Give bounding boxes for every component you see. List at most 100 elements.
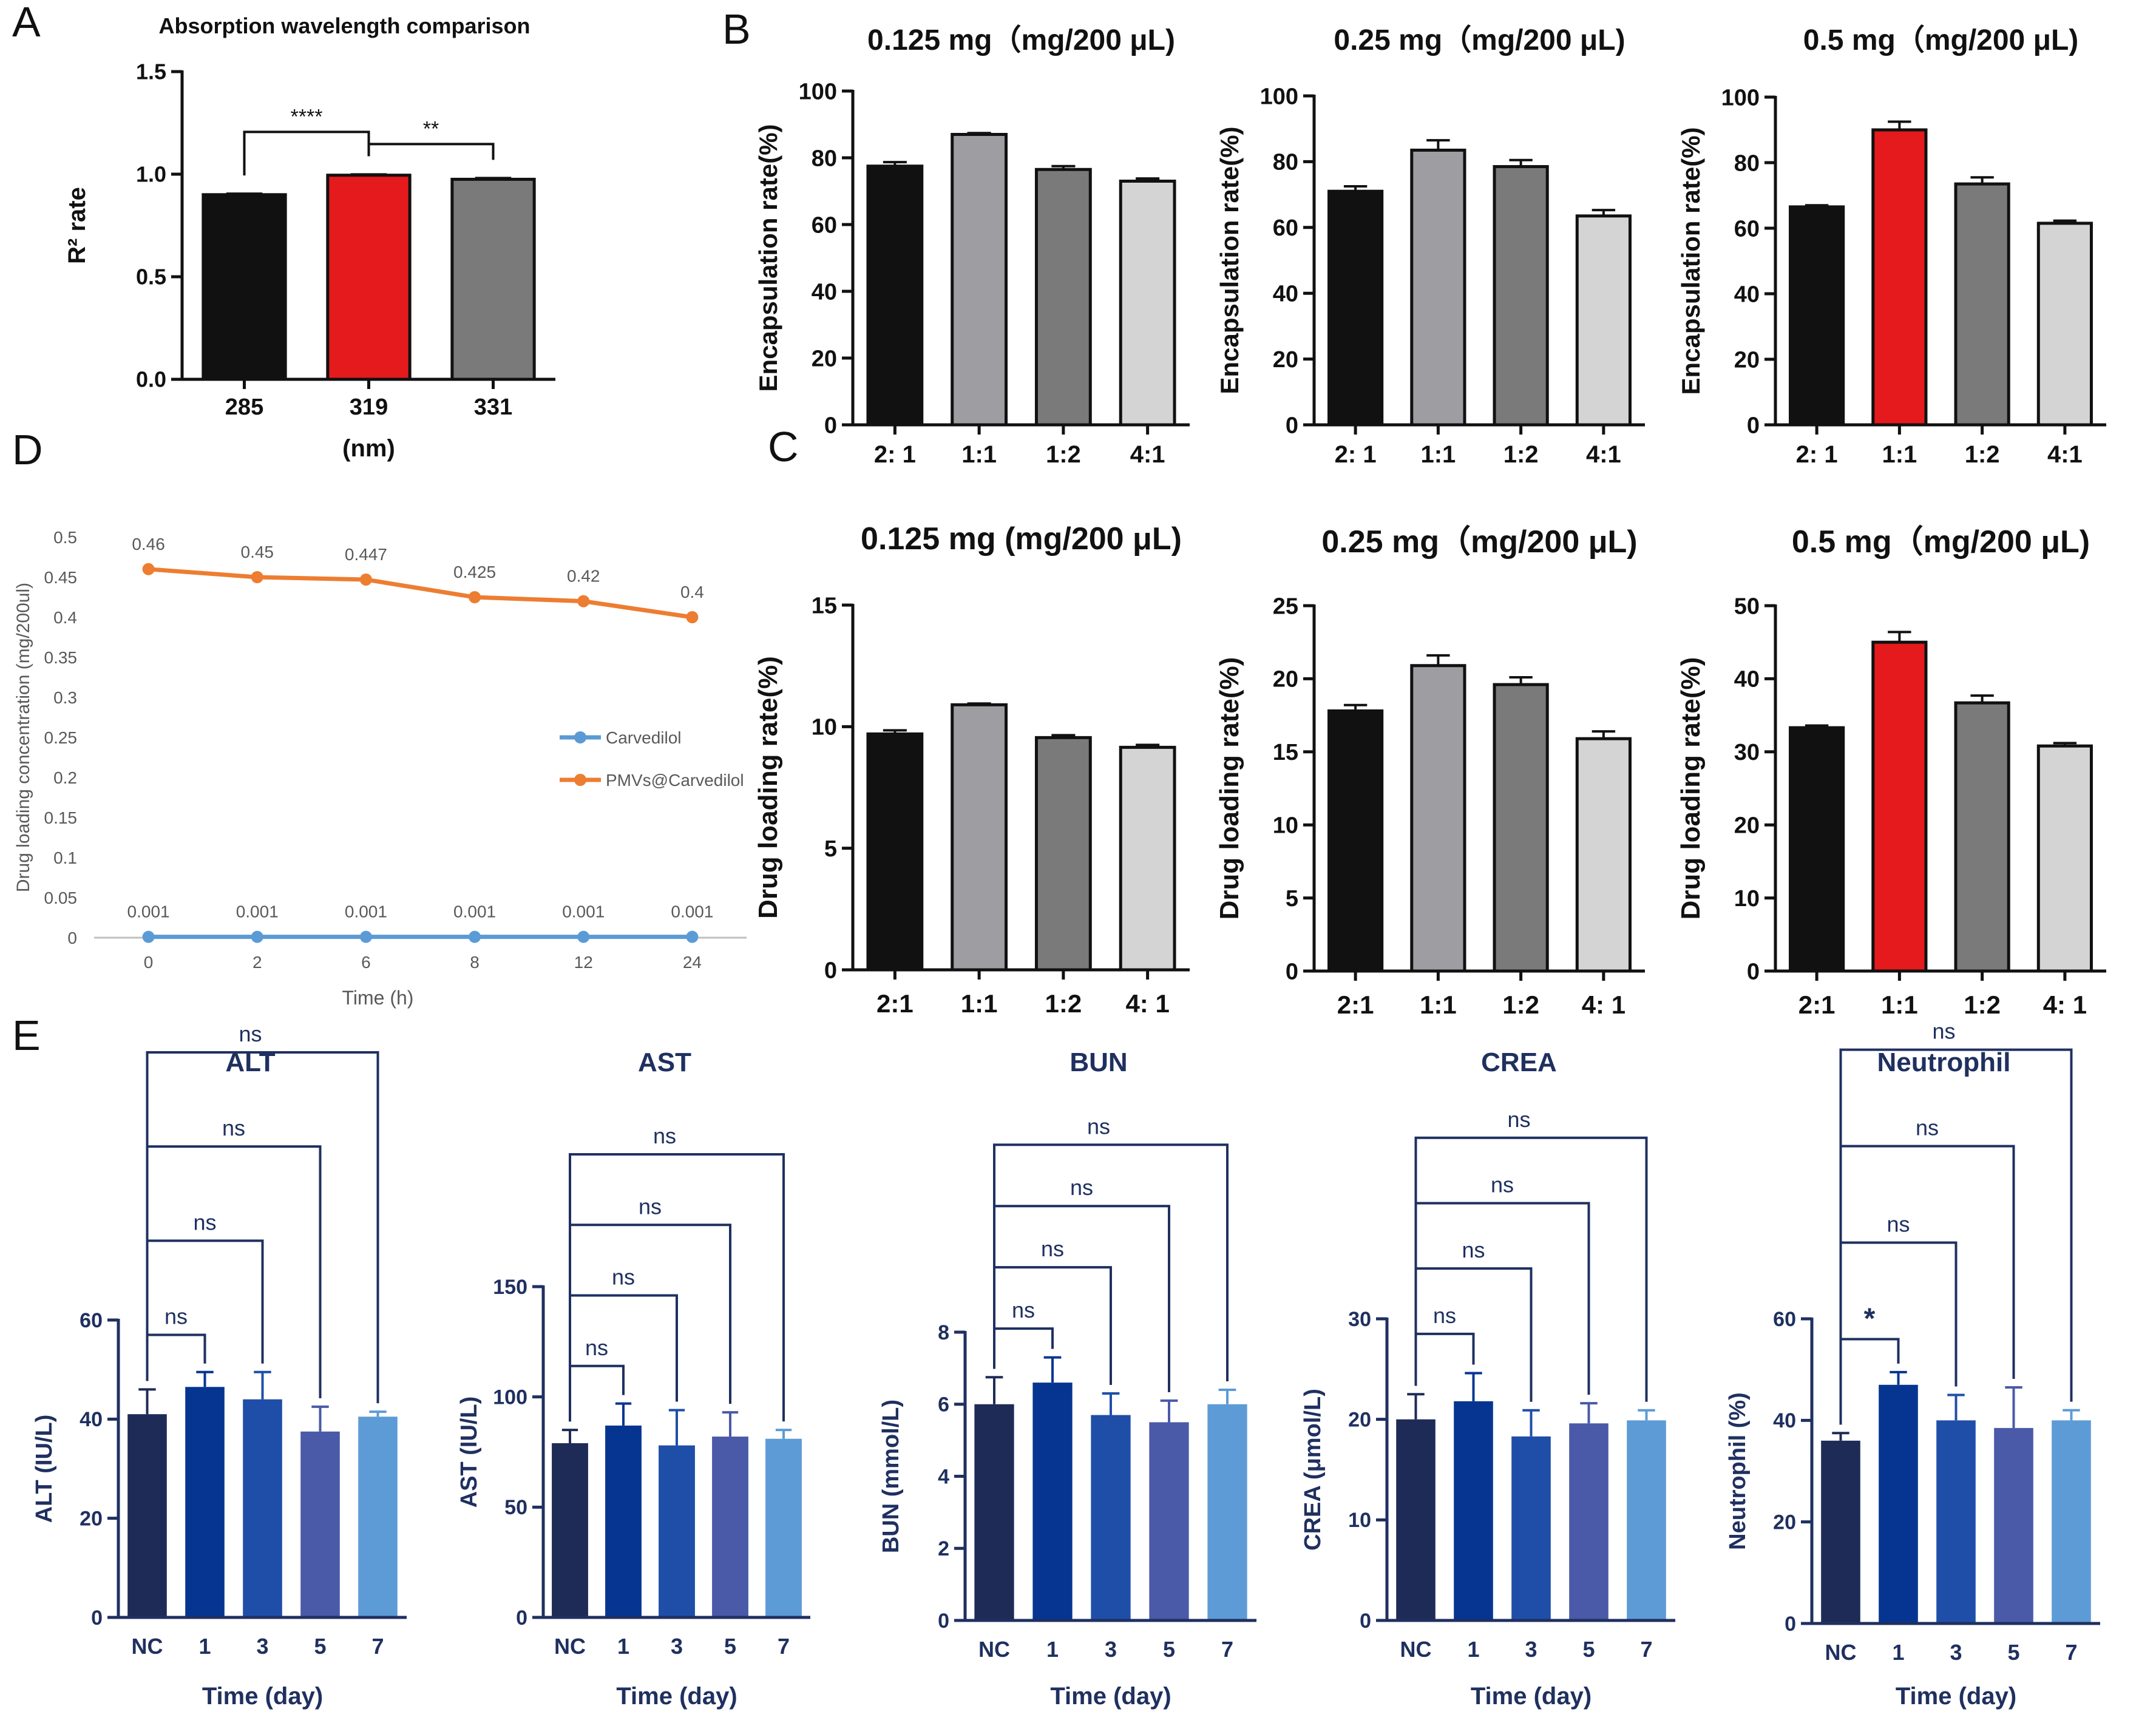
bar [765,1438,802,1617]
x-tick-label: 1:2 [1503,441,1539,468]
data-label: 0.447 [345,545,387,564]
x-axis-label: (nm) [342,435,395,462]
significance-label: ns [164,1304,188,1329]
chart-title: 0.5 mg（mg/200 μL) [1803,24,2079,56]
y-tick-label: 10 [1273,813,1298,839]
x-tick-label: 285 [225,394,263,420]
bar [2052,1420,2091,1623]
x-axis-label: Time (h) [342,987,414,1009]
significance-label: ns [1932,1019,1955,1044]
bar [951,133,1008,427]
y-tick-label: 0.15 [44,808,78,827]
x-axis-label: Time (day) [1896,1683,2016,1710]
data-label: 0.001 [345,902,387,921]
y-tick-label: 40 [80,1408,103,1431]
x-tick-label: 2 [253,953,262,972]
bar [1091,1415,1131,1620]
bar [1410,664,1466,973]
y-tick-label: 1.0 [136,162,166,187]
x-tick-label: 3 [671,1634,683,1659]
x-tick-label: 1:2 [1045,989,1082,1018]
series-line-pmvs-carvedilol [148,567,693,620]
y-tick-label: 10 [1348,1509,1371,1532]
x-axis-label: Time (day) [1471,1683,1592,1710]
data-label: 0.46 [132,535,165,553]
y-tick-label: 80 [812,146,837,171]
y-tick-label: 100 [799,79,837,104]
x-tick-label: 4: 1 [2043,990,2087,1019]
significance-label: ns [1070,1175,1093,1200]
chart-e5: Neutrophil 0 20 40 60 NC 1 3 5 7 Neutrophil (%) Tim… [1725,1019,2100,1710]
x-tick-label: 3 [1950,1640,1962,1665]
y-axis-label: Drug loading rate(%) [1215,657,1244,920]
x-axis-label: Time (day) [616,1683,737,1710]
x-tick-label: 1:1 [1882,441,1917,468]
significance-label: ns [1491,1172,1514,1197]
x-tick-label: 5 [314,1634,326,1659]
x-tick-label: 7 [1640,1637,1652,1662]
y-tick-label: 60 [1734,216,1760,242]
legend-label: PMVs@Carvedilol [606,771,744,790]
x-tick-label: 4: 1 [1125,989,1169,1018]
chart-c3: 0.5 mg（mg/200 μL) 0 10 20 30 40 50 2:1 1:1 1:2 4: … [1676,524,2106,1019]
significance-label: **** [291,105,323,128]
bar [1149,1422,1189,1620]
y-tick-label: 0 [824,413,837,438]
x-tick-label: 1 [1046,1637,1059,1662]
x-tick-label: 3 [256,1634,268,1659]
x-tick-label: 4:1 [2047,441,2083,468]
chart-title: CREA [1481,1048,1557,1077]
chart-c2: 0.25 mg（mg/200 μL) 0 5 10 15 20 25 2:1 1:1 1:2 4: … [1215,524,1645,1019]
data-label: 0.001 [671,902,713,921]
chart-title: 0.125 mg (mg/200 μL) [861,521,1182,557]
y-tick-label: 15 [1273,740,1298,765]
significance-label: ns [1916,1115,1939,1140]
data-label: 0.425 [453,563,496,581]
bar [1954,701,2010,973]
bar [866,732,924,972]
y-tick-label: 0.1 [53,848,77,867]
x-tick-label: 331 [474,394,512,420]
bar [1871,640,1928,973]
y-tick-label: 40 [1734,282,1760,307]
significance-bracket [146,1051,379,1404]
bar [127,1414,167,1617]
data-point [469,591,481,603]
chart-title: Neutrophil [1877,1048,2011,1077]
data-label: 0.001 [562,902,605,921]
y-tick-label: 6 [938,1393,949,1417]
bar [1821,1440,1860,1623]
bar [712,1437,748,1617]
data-point [686,611,699,623]
y-axis-label: Drug loading rate(%) [753,656,783,919]
data-point [251,930,263,943]
y-tick-label: 40 [1273,282,1298,307]
data-point [142,930,155,943]
x-axis-label: Time (day) [202,1683,323,1710]
bar [1936,1420,1976,1623]
significance-label: ns [193,1210,216,1234]
bar [1034,736,1092,972]
x-tick-label: 1:2 [1502,990,1539,1019]
y-tick-label: 10 [812,715,837,740]
bar [866,164,924,427]
y-tick-label: 20 [1273,667,1298,692]
y-tick-label: 20 [1273,347,1298,373]
y-tick-label: 0 [1747,959,1760,984]
data-point [251,571,263,583]
bar [605,1425,642,1617]
significance-label: ns [585,1335,608,1360]
y-tick-label: 8 [938,1321,949,1344]
panel-letter-a: A [12,0,41,46]
bar [1569,1423,1609,1620]
y-tick-label: 0 [1747,413,1760,438]
data-label: 0.45 [241,543,274,561]
bar [1454,1401,1493,1620]
significance-label: ns [639,1194,662,1219]
x-tick-label: 1:1 [1420,441,1456,468]
x-tick-label: 1 [1892,1640,1904,1665]
y-axis-label: Encapsulation rate(%) [1215,126,1244,394]
bar [552,1443,588,1617]
x-tick-label: 8 [470,953,480,972]
